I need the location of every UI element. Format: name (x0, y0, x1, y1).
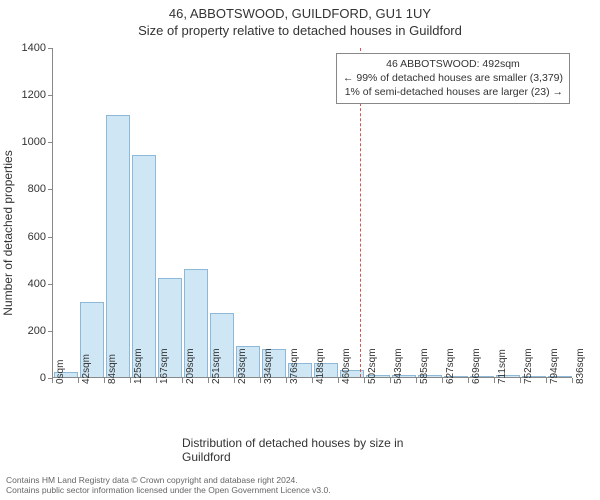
chart-header: 46, ABBOTSWOOD, GUILDFORD, GU1 1UY Size … (0, 0, 600, 38)
x-tick-mark (52, 378, 53, 383)
y-tick-mark (48, 284, 53, 285)
x-tick-label: 334sqm (263, 348, 274, 384)
y-tick-label: 600 (28, 231, 46, 243)
title-subtitle: Size of property relative to detached ho… (0, 23, 600, 38)
x-tick-label: 543sqm (393, 348, 404, 384)
x-tick-mark (494, 378, 495, 383)
x-tick-label: 251sqm (211, 348, 222, 384)
y-tick-label: 1400 (22, 42, 46, 54)
y-tick-mark (48, 142, 53, 143)
x-tick-label: 627sqm (445, 348, 456, 384)
x-tick-mark (104, 378, 105, 383)
x-tick-mark (520, 378, 521, 383)
x-tick-mark (130, 378, 131, 383)
x-tick-mark (442, 378, 443, 383)
y-tick-label: 0 (40, 372, 46, 384)
x-tick-label: 669sqm (471, 348, 482, 384)
x-tick-mark (260, 378, 261, 383)
x-tick-mark (234, 378, 235, 383)
x-tick-label: 84sqm (107, 354, 118, 384)
x-tick-label: 376sqm (289, 348, 300, 384)
x-tick-label: 585sqm (419, 348, 430, 384)
y-tick-mark (48, 237, 53, 238)
y-tick-mark (48, 48, 53, 49)
x-tick-label: 794sqm (549, 348, 560, 384)
y-axis-label: Number of detached properties (1, 150, 15, 315)
x-tick-label: 209sqm (185, 348, 196, 384)
x-tick-mark (364, 378, 365, 383)
x-tick-label: 836sqm (575, 348, 586, 384)
x-tick-mark (208, 378, 209, 383)
y-tick-label: 200 (28, 325, 46, 337)
x-tick-mark (156, 378, 157, 383)
x-tick-label: 125sqm (133, 348, 144, 384)
footer-line2: Contains public sector information licen… (6, 485, 331, 496)
x-tick-mark (182, 378, 183, 383)
x-tick-label: 293sqm (237, 348, 248, 384)
y-tick-label: 1200 (22, 89, 46, 101)
title-address: 46, ABBOTSWOOD, GUILDFORD, GU1 1UY (0, 6, 600, 21)
x-tick-mark (78, 378, 79, 383)
footer-line1: Contains HM Land Registry data © Crown c… (6, 475, 331, 486)
x-tick-mark (546, 378, 547, 383)
histogram-bar (132, 155, 157, 377)
chart-area: Number of detached properties 46 ABBOTSW… (52, 48, 572, 418)
annotation-box: 46 ABBOTSWOOD: 492sqm← 99% of detached h… (336, 53, 570, 104)
x-tick-mark (390, 378, 391, 383)
x-axis-label: Distribution of detached houses by size … (182, 436, 442, 464)
x-tick-mark (338, 378, 339, 383)
y-tick-mark (48, 95, 53, 96)
plot-area: 46 ABBOTSWOOD: 492sqm← 99% of detached h… (52, 48, 572, 378)
y-tick-mark (48, 331, 53, 332)
histogram-bar (106, 115, 131, 377)
x-tick-label: 502sqm (367, 348, 378, 384)
y-tick-label: 1000 (22, 136, 46, 148)
x-tick-label: 460sqm (341, 348, 352, 384)
x-tick-mark (416, 378, 417, 383)
x-tick-label: 752sqm (523, 348, 534, 384)
y-tick-label: 800 (28, 183, 46, 195)
annotation-line1: 46 ABBOTSWOOD: 492sqm (343, 57, 563, 71)
annotation-line3: 1% of semi-detached houses are larger (2… (343, 85, 563, 99)
x-tick-label: 711sqm (497, 349, 508, 384)
y-tick-mark (48, 189, 53, 190)
footer-attribution: Contains HM Land Registry data © Crown c… (6, 475, 331, 496)
x-tick-mark (468, 378, 469, 383)
annotation-line2: ← 99% of detached houses are smaller (3,… (343, 71, 563, 85)
x-tick-label: 42sqm (81, 354, 92, 384)
x-tick-mark (312, 378, 313, 383)
x-tick-mark (572, 378, 573, 383)
x-tick-label: 418sqm (315, 348, 326, 384)
x-tick-label: 167sqm (159, 348, 170, 384)
x-tick-label: 0sqm (55, 360, 66, 384)
y-tick-label: 400 (28, 278, 46, 290)
x-tick-mark (286, 378, 287, 383)
